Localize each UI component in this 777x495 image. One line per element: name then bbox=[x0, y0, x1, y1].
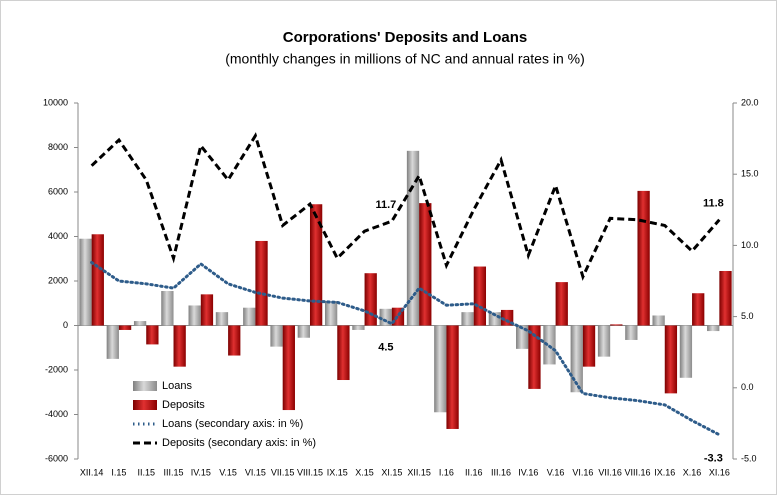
y-tick-label: -6000 bbox=[45, 453, 68, 463]
x-tick-label: VII.16 bbox=[598, 467, 622, 477]
bar bbox=[501, 309, 514, 326]
bar bbox=[570, 325, 583, 393]
x-tick-label: I.15 bbox=[111, 467, 126, 477]
bar bbox=[297, 325, 310, 338]
chart-subtitle: (monthly changes in millions of NC and a… bbox=[225, 51, 585, 67]
data-label: 11.7 bbox=[375, 199, 396, 211]
bar bbox=[679, 325, 693, 378]
bar bbox=[118, 325, 132, 330]
legend-label: Loans bbox=[162, 380, 192, 392]
bar bbox=[419, 203, 432, 326]
y-tick-label: 0 bbox=[63, 320, 68, 330]
bar bbox=[461, 312, 474, 326]
legend-label: Deposits (secondary axis: in %) bbox=[162, 437, 316, 449]
legend-label: Deposits bbox=[162, 399, 205, 411]
bar bbox=[364, 273, 377, 326]
line bbox=[90, 132, 721, 281]
x-tick-label: IV.16 bbox=[518, 467, 538, 477]
y-tick-label: 6000 bbox=[48, 186, 68, 196]
bar bbox=[228, 325, 241, 356]
bar bbox=[352, 325, 365, 330]
x-tick-label: III.16 bbox=[491, 467, 511, 477]
bar bbox=[637, 190, 650, 326]
y-tick-label: 4000 bbox=[48, 231, 68, 241]
bar bbox=[337, 325, 350, 381]
bar bbox=[528, 325, 541, 389]
bar bbox=[707, 325, 720, 332]
bar bbox=[173, 325, 186, 367]
chart-title: Corporations' Deposits and Loans bbox=[283, 29, 527, 46]
bar bbox=[582, 325, 596, 367]
bar bbox=[664, 325, 678, 394]
x-tick-label: IV.15 bbox=[191, 467, 211, 477]
x-tick-label: I.16 bbox=[439, 467, 454, 477]
x-tick-label: XII.15 bbox=[407, 467, 431, 477]
x-tick-label: VII.15 bbox=[271, 467, 295, 477]
x-tick-label: V.16 bbox=[547, 467, 565, 477]
y-tick-label: 2000 bbox=[48, 275, 68, 285]
y-tick-label: -2000 bbox=[45, 364, 68, 374]
y2-tick-label: 15.0 bbox=[741, 169, 759, 179]
x-tick-label: XII.14 bbox=[80, 467, 104, 477]
bar bbox=[406, 150, 420, 326]
bar bbox=[625, 325, 638, 340]
data-label: 4.5 bbox=[378, 342, 393, 354]
bar bbox=[610, 324, 623, 326]
bar bbox=[324, 301, 338, 326]
bar bbox=[79, 238, 92, 326]
bar bbox=[555, 282, 568, 326]
bar bbox=[200, 294, 214, 326]
bar bbox=[133, 321, 147, 326]
bar bbox=[434, 325, 447, 413]
x-tick-label: XI.16 bbox=[709, 467, 730, 477]
y2-tick-label: -5.0 bbox=[741, 453, 757, 463]
y-tick-label: 8000 bbox=[48, 142, 68, 152]
bar bbox=[446, 325, 459, 429]
bar bbox=[106, 325, 119, 359]
bar bbox=[597, 325, 611, 357]
legend-label: Loans (secondary axis: in %) bbox=[162, 418, 303, 430]
x-tick-label: VI.16 bbox=[572, 467, 593, 477]
x-tick-label: III.15 bbox=[164, 467, 184, 477]
y2-tick-label: 5.0 bbox=[741, 311, 754, 321]
data-label: -3.3 bbox=[704, 453, 723, 465]
x-tick-label: VI.15 bbox=[245, 467, 266, 477]
bar bbox=[243, 307, 256, 326]
y-tick-label: -4000 bbox=[45, 409, 68, 419]
y-tick-label: 10000 bbox=[43, 97, 68, 107]
legend-swatch bbox=[133, 400, 157, 410]
x-tick-label: V.15 bbox=[219, 467, 237, 477]
bar bbox=[215, 312, 229, 326]
x-tick-label: X.15 bbox=[355, 467, 374, 477]
bar bbox=[161, 291, 174, 326]
bar bbox=[652, 315, 665, 326]
bar bbox=[188, 305, 201, 326]
bar bbox=[146, 325, 159, 345]
bar bbox=[309, 204, 323, 326]
bar bbox=[473, 266, 487, 326]
bar bbox=[255, 240, 268, 326]
bar bbox=[91, 234, 104, 326]
bar bbox=[270, 325, 283, 347]
x-tick-label: II.15 bbox=[137, 467, 155, 477]
bar bbox=[719, 270, 732, 326]
x-tick-label: X.16 bbox=[683, 467, 702, 477]
bar bbox=[282, 325, 295, 411]
x-tick-label: II.16 bbox=[465, 467, 483, 477]
bar bbox=[692, 293, 705, 326]
x-tick-label: VIII.15 bbox=[297, 467, 323, 477]
data-label: 11.8 bbox=[703, 198, 724, 210]
y2-tick-label: 10.0 bbox=[741, 240, 759, 250]
x-tick-label: VIII.16 bbox=[624, 467, 650, 477]
line bbox=[90, 260, 721, 437]
y2-tick-label: 20.0 bbox=[741, 97, 759, 107]
legend-swatch bbox=[133, 381, 157, 391]
x-tick-label: IX.16 bbox=[654, 467, 675, 477]
bar bbox=[516, 325, 529, 349]
x-tick-label: IX.15 bbox=[327, 467, 348, 477]
x-tick-label: XI.15 bbox=[381, 467, 402, 477]
y2-tick-label: 0.0 bbox=[741, 382, 754, 392]
